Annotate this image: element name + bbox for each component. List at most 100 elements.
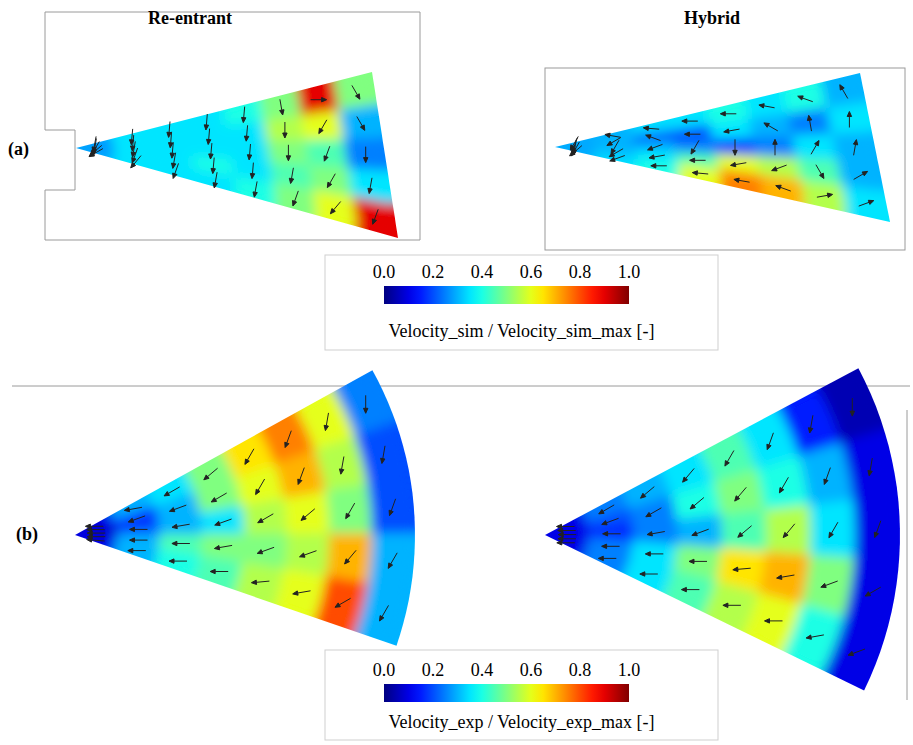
velocity-vector xyxy=(169,505,186,512)
velocity-vector xyxy=(87,531,105,535)
velocity-vector xyxy=(173,163,179,178)
velocity-vector xyxy=(765,619,783,623)
velocity-cell xyxy=(116,155,157,170)
outline-exp-top xyxy=(12,386,910,387)
velocity-vector xyxy=(772,165,787,171)
velocity-vector xyxy=(824,468,831,485)
velocity-vector xyxy=(167,122,171,138)
velocity-cell xyxy=(715,469,766,515)
velocity-vector xyxy=(692,529,709,536)
velocity-vectors xyxy=(89,85,378,224)
velocity-cell xyxy=(201,506,245,534)
velocity-vector xyxy=(389,499,396,516)
outline-hybrid-sim xyxy=(545,68,905,250)
velocity-vector xyxy=(840,85,848,99)
velocity-vector xyxy=(682,119,698,123)
velocity-field xyxy=(76,72,398,238)
velocity-cell xyxy=(227,121,268,143)
velocity-vector xyxy=(731,162,747,166)
velocity-vector xyxy=(602,544,620,548)
velocity-cell xyxy=(721,510,766,552)
outline-reentrant-sim xyxy=(45,12,420,240)
velocity-vector xyxy=(311,98,327,102)
colorbar-tick-label: 0.8 xyxy=(569,262,592,282)
velocity-vector xyxy=(691,140,699,154)
row-label: (a) xyxy=(8,139,29,160)
velocity-vector xyxy=(605,133,621,137)
velocity-vector xyxy=(253,181,257,197)
velocity-vector xyxy=(169,559,187,563)
velocity-cell xyxy=(344,138,388,171)
velocity-vector xyxy=(681,587,699,591)
velocity-cell xyxy=(810,500,856,558)
velocity-vector xyxy=(598,556,616,560)
velocity-cell xyxy=(327,534,373,584)
velocity-cell xyxy=(353,198,398,238)
velocity-vector xyxy=(724,129,740,133)
velocity-vector xyxy=(293,191,299,206)
velocity-vector xyxy=(286,145,290,161)
colorbar-tick-label: 0.6 xyxy=(520,660,543,680)
velocity-vector xyxy=(558,537,576,541)
velocity-vector xyxy=(648,144,663,150)
velocity-cell xyxy=(585,547,631,574)
velocity-vector xyxy=(865,587,881,596)
velocity-cell xyxy=(793,134,838,160)
velocity-cell xyxy=(711,119,754,139)
velocity-vector xyxy=(293,591,311,595)
colorbar-tick-label: 0.4 xyxy=(471,660,494,680)
velocity-vector xyxy=(610,156,625,162)
velocity-vector xyxy=(346,503,355,519)
velocity-vector xyxy=(213,172,217,188)
velocity-vector xyxy=(725,451,734,467)
velocity-field xyxy=(555,73,890,222)
velocity-cell xyxy=(827,103,872,135)
velocity-vector xyxy=(128,548,146,552)
velocity-vector xyxy=(89,149,103,157)
velocity-cell xyxy=(749,114,792,138)
velocity-cell xyxy=(284,492,330,535)
velocity-cell xyxy=(302,111,344,141)
velocity-vector xyxy=(204,468,218,480)
velocity-vector xyxy=(319,120,327,134)
velocity-vector xyxy=(773,139,777,155)
velocity-vector xyxy=(641,487,655,499)
velocity-vector xyxy=(256,479,265,495)
velocity-vector xyxy=(811,141,819,155)
velocity-vector xyxy=(130,538,148,542)
velocity-vector xyxy=(324,146,330,161)
velocity-cell xyxy=(788,108,832,136)
velocity-vector xyxy=(557,524,575,528)
velocity-cell xyxy=(596,153,639,166)
velocity-cell xyxy=(75,528,118,535)
velocity-vector xyxy=(251,580,269,584)
velocity-cell xyxy=(802,181,848,213)
velocity-vector xyxy=(859,200,874,206)
velocity-cell xyxy=(832,133,878,163)
velocity-vector xyxy=(340,457,344,475)
velocity-cell xyxy=(625,558,674,593)
velocity-vector xyxy=(558,532,576,536)
velocity-vector xyxy=(300,551,317,558)
velocity-cell xyxy=(314,191,358,227)
velocity-vector xyxy=(570,146,582,156)
velocity-vector xyxy=(85,524,103,528)
velocity-vector xyxy=(808,415,813,433)
velocity-cell xyxy=(234,176,277,204)
velocity-vector xyxy=(735,487,747,501)
velocity-vector xyxy=(779,477,788,493)
velocity-vector xyxy=(853,140,857,156)
velocity-vectors xyxy=(557,398,881,655)
colorbar xyxy=(384,286,629,304)
velocity-vectors xyxy=(570,85,874,206)
velocity-vector xyxy=(759,104,775,108)
velocity-vector xyxy=(215,519,232,526)
velocity-vector xyxy=(324,413,328,431)
velocity-vector xyxy=(647,532,665,536)
velocity-vector xyxy=(829,522,838,538)
colorbar-tick-label: 0.6 xyxy=(520,262,543,282)
velocity-vector xyxy=(807,115,811,131)
velocity-vector xyxy=(372,209,378,224)
velocity-vector xyxy=(798,96,813,102)
velocity-vector xyxy=(777,575,795,579)
